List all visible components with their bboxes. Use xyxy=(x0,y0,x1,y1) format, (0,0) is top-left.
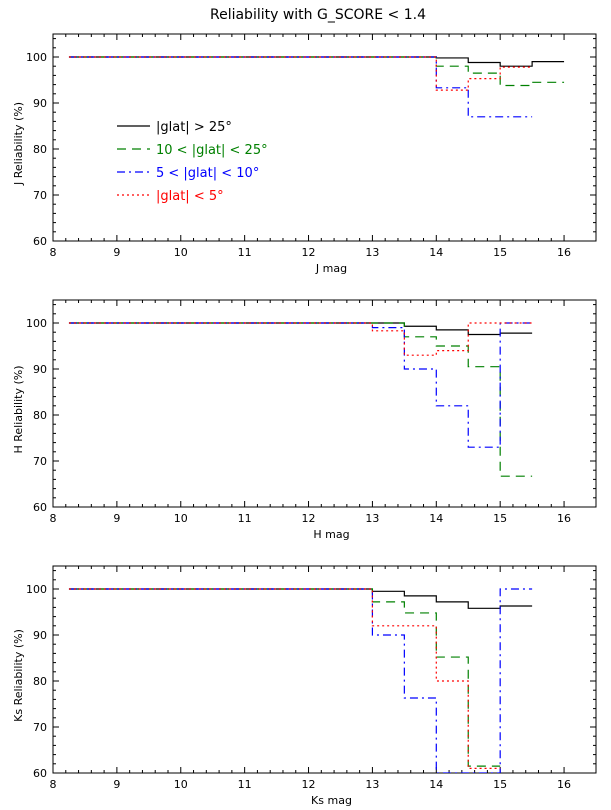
x-tick-label: 9 xyxy=(113,512,120,525)
y-tick-label: 80 xyxy=(33,675,47,688)
panels: 8 9 10 11 12 13 14 15 16 60 70 80 90 100 J mag J Reliab… xyxy=(12,33,597,807)
series-line-1 xyxy=(68,588,533,609)
x-tick-label: 11 xyxy=(238,246,252,259)
y-tick-label: 70 xyxy=(33,189,47,202)
x-tick-label: 11 xyxy=(238,778,252,791)
x-tick-label: 15 xyxy=(493,778,507,791)
figure-title: Reliability with G_SCORE < 1.4 xyxy=(210,7,426,23)
y-tick-label: 90 xyxy=(33,97,47,110)
y-axis-label: H Reliability (%) xyxy=(12,365,25,453)
x-tick-label: 16 xyxy=(557,512,571,525)
x-tick-label: 10 xyxy=(174,246,188,259)
y-tick-label: 100 xyxy=(26,583,47,596)
x-tick-label: 9 xyxy=(113,246,120,259)
x-tick-label: 16 xyxy=(557,246,571,259)
plot-frame xyxy=(52,565,597,774)
legend-entry-mid: 10 < |glat| < 25° xyxy=(117,143,268,158)
legend-entry-lowmid: 5 < |glat| < 10° xyxy=(117,166,259,181)
series-line-4 xyxy=(68,322,533,356)
y-tick-label: 70 xyxy=(33,721,47,734)
legend-entry-hi: |glat| > 25° xyxy=(117,120,232,135)
y-tick-label: 100 xyxy=(26,317,47,330)
series-line-4 xyxy=(68,588,501,769)
plot-frame xyxy=(52,299,597,508)
x-tick-label: 15 xyxy=(493,246,507,259)
series-line-4 xyxy=(68,56,533,91)
x-axis-label: J mag xyxy=(315,262,347,275)
y-tick-label: 80 xyxy=(33,409,47,422)
x-tick-label: 10 xyxy=(174,778,188,791)
y-tick-label: 90 xyxy=(33,629,47,642)
x-tick-label: 8 xyxy=(50,246,57,259)
plot-frame xyxy=(52,33,597,242)
x-tick-label: 13 xyxy=(365,778,379,791)
y-tick-label: 100 xyxy=(26,51,47,64)
y-tick-label: 80 xyxy=(33,143,47,156)
series-line-3 xyxy=(68,322,533,448)
panel-1: 8 9 10 11 12 13 14 15 16 60 70 80 90 100 J mag J Reliab… xyxy=(12,33,597,275)
x-tick-label: 16 xyxy=(557,778,571,791)
y-axis-label: J Reliability (%) xyxy=(12,102,25,186)
y-tick-label: 60 xyxy=(33,767,47,780)
legend-label: 5 < |glat| < 10° xyxy=(156,166,259,181)
x-tick-label: 13 xyxy=(365,512,379,525)
x-tick-label: 8 xyxy=(50,778,57,791)
x-tick-label: 14 xyxy=(429,512,443,525)
y-axis-label: Ks Reliability (%) xyxy=(12,629,25,722)
y-tick-label: 70 xyxy=(33,455,47,468)
x-tick-label: 10 xyxy=(174,512,188,525)
x-tick-label: 8 xyxy=(50,512,57,525)
x-tick-label: 12 xyxy=(302,512,316,525)
series-line-2 xyxy=(68,588,501,767)
series-line-2 xyxy=(68,322,533,477)
y-tick-label: 60 xyxy=(33,235,47,248)
x-tick-label: 12 xyxy=(302,246,316,259)
y-tick-label: 60 xyxy=(33,501,47,514)
x-tick-label: 12 xyxy=(302,778,316,791)
legend-label: 10 < |glat| < 25° xyxy=(156,143,268,158)
x-axis-label: Ks mag xyxy=(311,794,352,807)
panel-3: 8 9 10 11 12 13 14 15 16 60 70 80 90 100 Ks mag Ks Reli… xyxy=(12,565,597,807)
x-tick-label: 15 xyxy=(493,512,507,525)
series-line-1 xyxy=(68,56,565,67)
x-tick-label: 14 xyxy=(429,246,443,259)
x-tick-label: 9 xyxy=(113,778,120,791)
x-tick-label: 11 xyxy=(238,512,252,525)
series-line-1 xyxy=(68,322,533,336)
x-axis-label: H mag xyxy=(313,528,349,541)
panel-2: 8 9 10 11 12 13 14 15 16 60 70 80 90 100 H mag H Reliab… xyxy=(12,299,597,541)
y-tick-label: 90 xyxy=(33,363,47,376)
legend-label: |glat| < 5° xyxy=(156,189,224,204)
x-tick-label: 14 xyxy=(429,778,443,791)
legend-label: |glat| > 25° xyxy=(156,120,232,135)
x-tick-label: 13 xyxy=(365,246,379,259)
legend: |glat| > 25° 10 < |glat| < 25° 5 < |glat| … xyxy=(117,120,268,204)
legend-entry-low: |glat| < 5° xyxy=(117,189,224,204)
series-line-2 xyxy=(68,56,565,87)
series-line-3 xyxy=(68,56,533,118)
